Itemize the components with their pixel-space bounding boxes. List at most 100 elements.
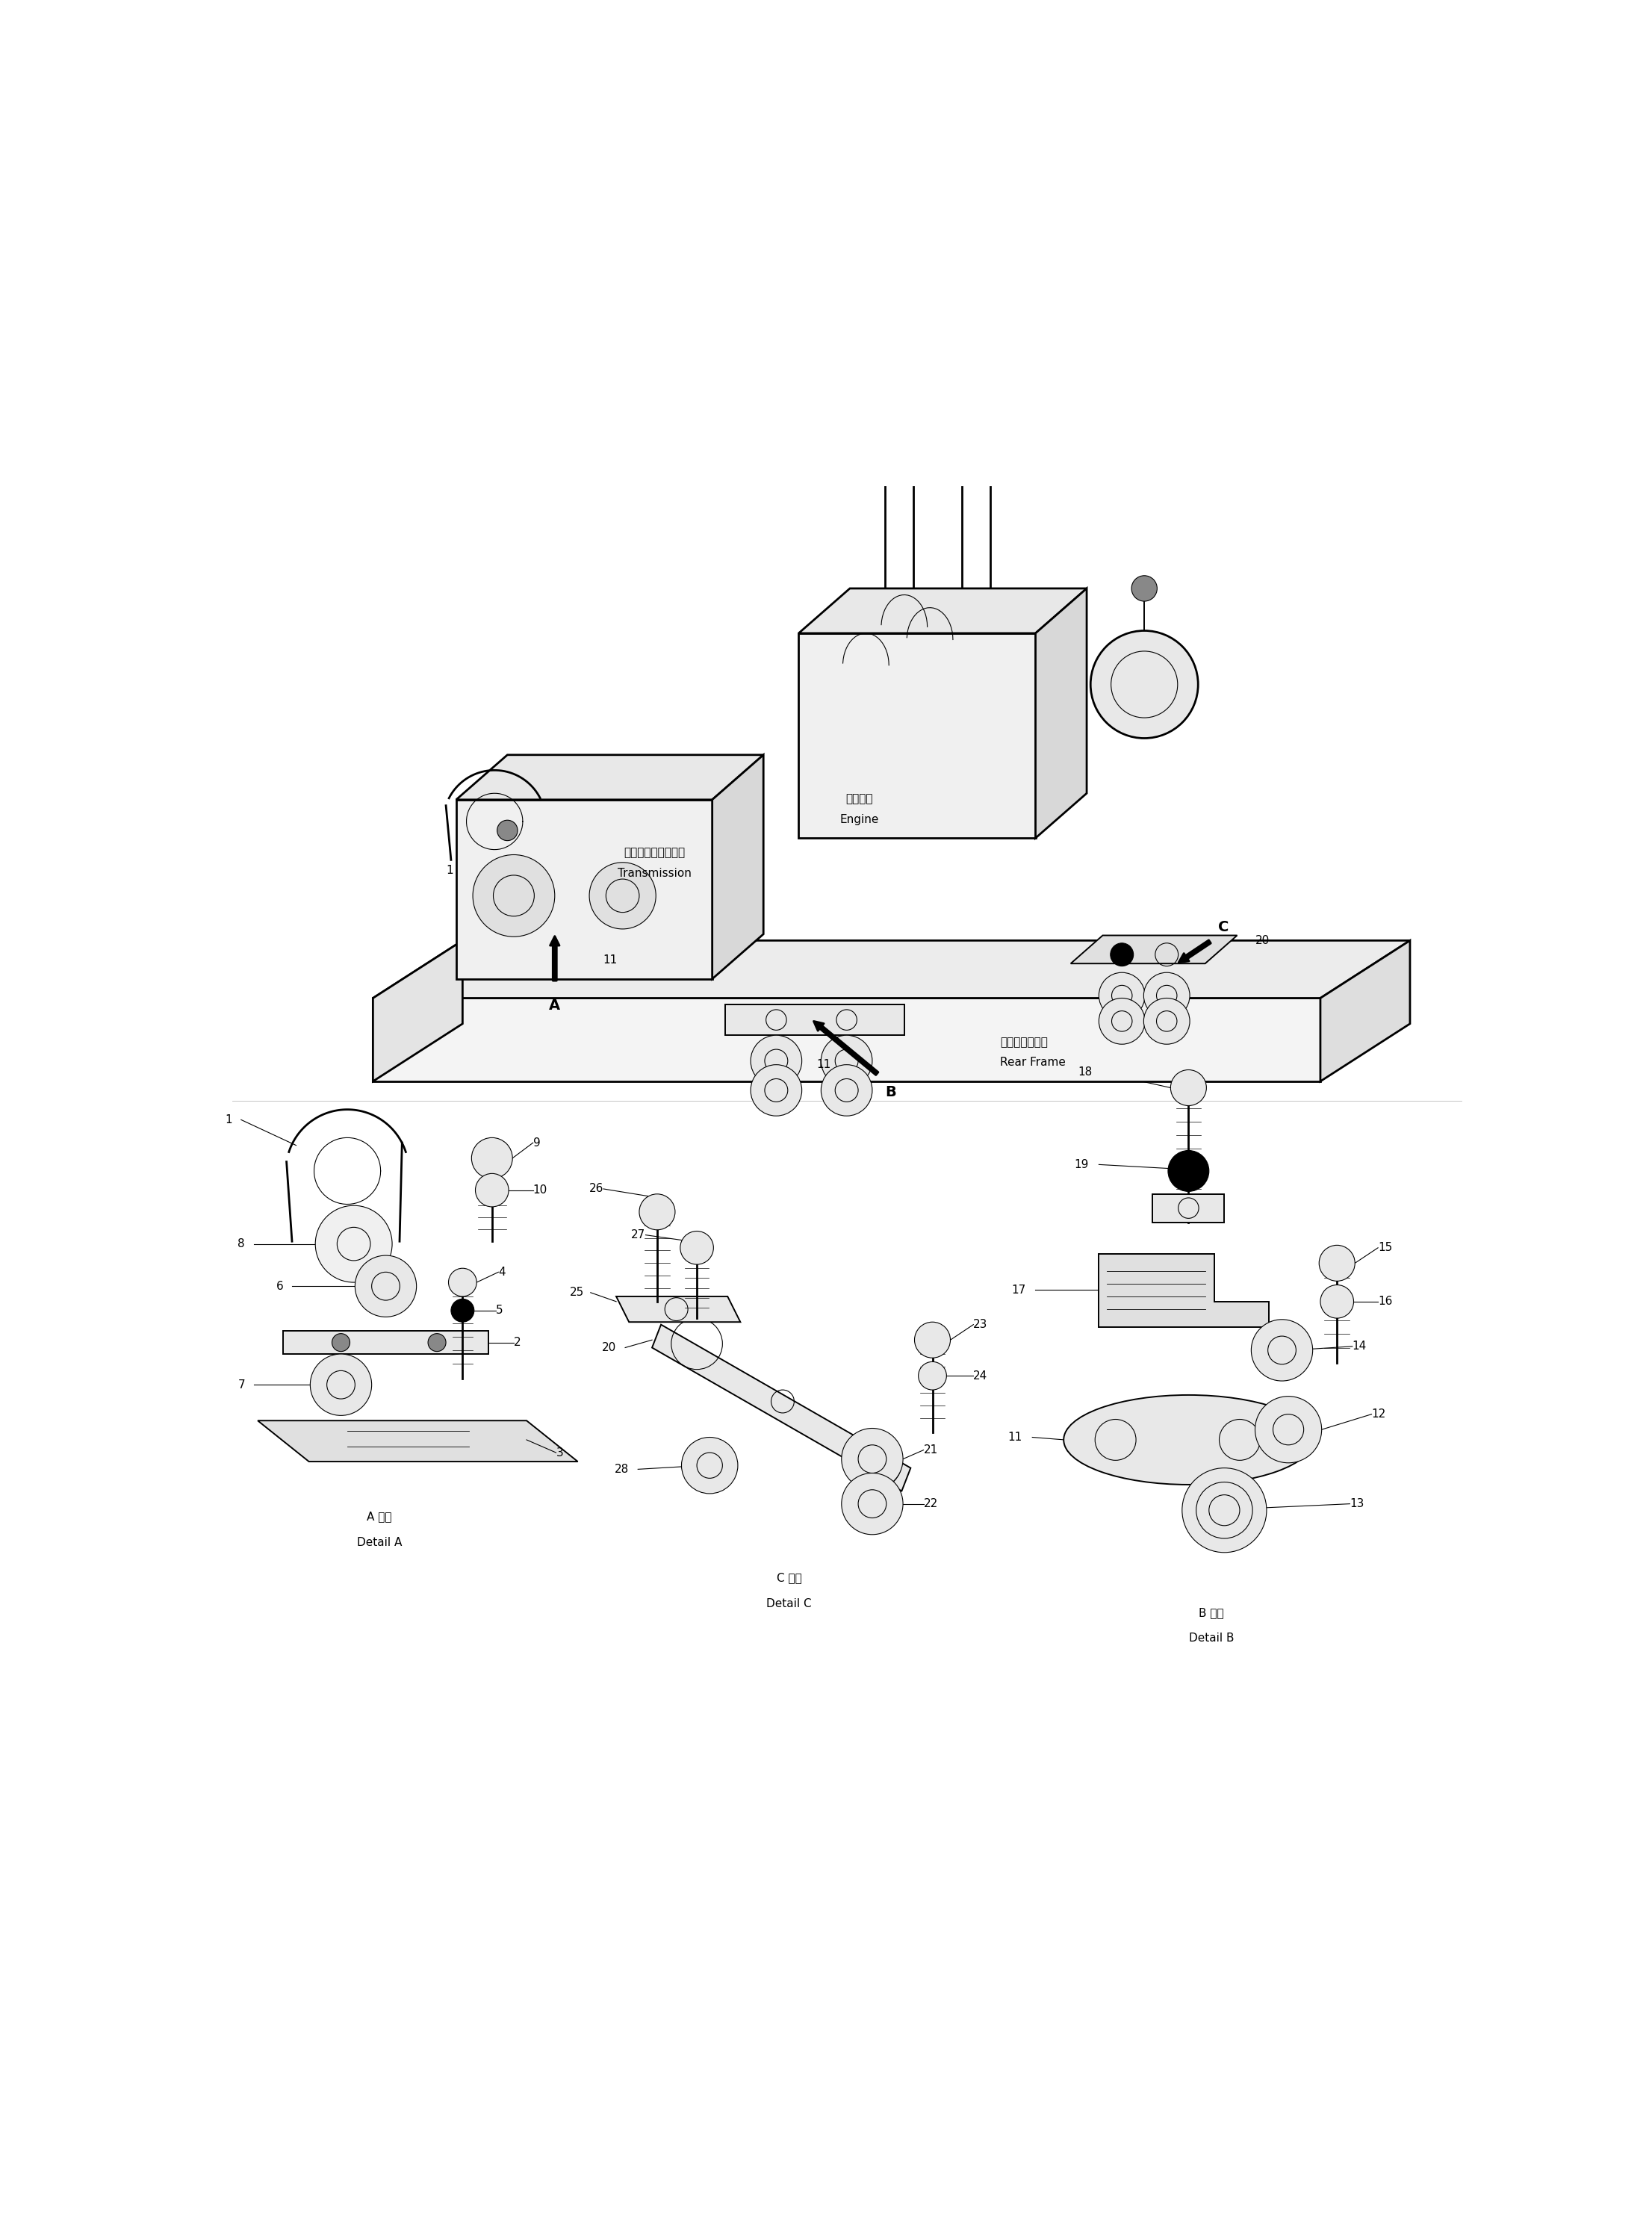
Text: エンジン: エンジン (846, 794, 874, 805)
Circle shape (1099, 972, 1145, 1019)
Text: 26: 26 (588, 1184, 603, 1195)
Text: B 詳細: B 詳細 (1199, 1608, 1224, 1619)
Circle shape (355, 1255, 416, 1318)
Text: 21: 21 (923, 1445, 938, 1456)
Polygon shape (258, 1421, 578, 1461)
Circle shape (681, 1231, 714, 1264)
Polygon shape (373, 941, 463, 1082)
Text: 11: 11 (603, 954, 616, 966)
Circle shape (1143, 999, 1189, 1044)
Text: Detail C: Detail C (767, 1599, 811, 1610)
Circle shape (1143, 972, 1189, 1019)
Circle shape (682, 1438, 738, 1494)
Circle shape (448, 1269, 477, 1296)
Circle shape (841, 1474, 904, 1534)
Text: B: B (885, 1086, 895, 1099)
Text: Engine: Engine (839, 814, 879, 825)
Text: 4: 4 (499, 1267, 506, 1278)
Polygon shape (798, 589, 1087, 633)
Text: 13: 13 (1350, 1499, 1365, 1510)
Text: 8: 8 (238, 1238, 244, 1249)
Circle shape (958, 442, 995, 477)
Circle shape (428, 1334, 446, 1351)
Polygon shape (1099, 1253, 1269, 1327)
Circle shape (471, 1137, 512, 1180)
Circle shape (472, 854, 555, 937)
Text: 16: 16 (1378, 1296, 1393, 1307)
Polygon shape (284, 1331, 489, 1354)
Polygon shape (373, 999, 1320, 1082)
Text: 9: 9 (534, 1137, 540, 1148)
Text: 2: 2 (514, 1338, 520, 1349)
Ellipse shape (1064, 1396, 1313, 1485)
Text: Transmission: Transmission (618, 867, 692, 879)
Circle shape (497, 821, 517, 841)
Circle shape (311, 1354, 372, 1416)
Polygon shape (616, 1296, 740, 1322)
Text: 18: 18 (1079, 1066, 1092, 1077)
Text: 11: 11 (816, 1059, 831, 1070)
Text: 20: 20 (1256, 934, 1270, 946)
Circle shape (821, 1035, 872, 1086)
Text: 28: 28 (615, 1463, 629, 1474)
Circle shape (1099, 999, 1145, 1044)
Circle shape (332, 1334, 350, 1351)
Polygon shape (456, 801, 712, 979)
Text: C 詳細: C 詳細 (776, 1572, 801, 1583)
Text: 10: 10 (534, 1184, 547, 1195)
Polygon shape (1320, 941, 1409, 1082)
Polygon shape (1070, 934, 1237, 963)
Circle shape (1168, 1151, 1209, 1191)
Circle shape (476, 1173, 509, 1206)
Text: 1: 1 (446, 865, 453, 876)
Circle shape (1132, 575, 1156, 602)
Text: 19: 19 (1074, 1160, 1089, 1171)
Polygon shape (798, 633, 1036, 838)
Circle shape (1171, 1070, 1206, 1106)
Circle shape (1110, 943, 1133, 966)
Text: 24: 24 (973, 1369, 988, 1380)
Text: 22: 22 (923, 1499, 938, 1510)
Circle shape (1320, 1284, 1353, 1318)
Text: A 詳細: A 詳細 (367, 1512, 392, 1523)
Text: 15: 15 (1378, 1242, 1393, 1253)
Text: 20: 20 (601, 1342, 616, 1354)
Text: 7: 7 (238, 1378, 244, 1389)
Text: リヤーフレーム: リヤーフレーム (999, 1037, 1047, 1048)
Polygon shape (653, 1325, 910, 1492)
Polygon shape (725, 1004, 904, 1035)
Polygon shape (1036, 589, 1087, 838)
Text: 1: 1 (225, 1115, 231, 1126)
Text: 12: 12 (1371, 1409, 1386, 1421)
Circle shape (451, 1300, 474, 1322)
Text: Rear Frame: Rear Frame (999, 1057, 1066, 1068)
Text: トランスミッション: トランスミッション (624, 847, 686, 859)
Circle shape (919, 1363, 947, 1389)
Circle shape (881, 404, 917, 439)
Circle shape (1251, 1320, 1313, 1380)
Text: 25: 25 (570, 1287, 585, 1298)
Text: Detail A: Detail A (357, 1536, 401, 1548)
Circle shape (821, 1064, 872, 1115)
Text: C: C (1218, 921, 1229, 934)
Text: 23: 23 (973, 1318, 988, 1329)
Text: 27: 27 (631, 1229, 646, 1240)
Text: 6: 6 (276, 1280, 284, 1291)
Circle shape (750, 1035, 801, 1086)
Polygon shape (712, 756, 763, 979)
Circle shape (750, 1064, 801, 1115)
Circle shape (1090, 631, 1198, 738)
Circle shape (590, 863, 656, 930)
Circle shape (316, 1206, 392, 1282)
Text: 11: 11 (1008, 1432, 1023, 1443)
Circle shape (1183, 1467, 1267, 1552)
Text: 14: 14 (1353, 1340, 1366, 1351)
Text: Detail B: Detail B (1189, 1632, 1234, 1644)
Circle shape (639, 1193, 676, 1231)
Polygon shape (1153, 1193, 1224, 1222)
Text: 17: 17 (1011, 1284, 1026, 1296)
Text: 5: 5 (496, 1305, 504, 1316)
Polygon shape (456, 756, 763, 801)
Circle shape (915, 1322, 950, 1358)
Circle shape (1256, 1396, 1322, 1463)
